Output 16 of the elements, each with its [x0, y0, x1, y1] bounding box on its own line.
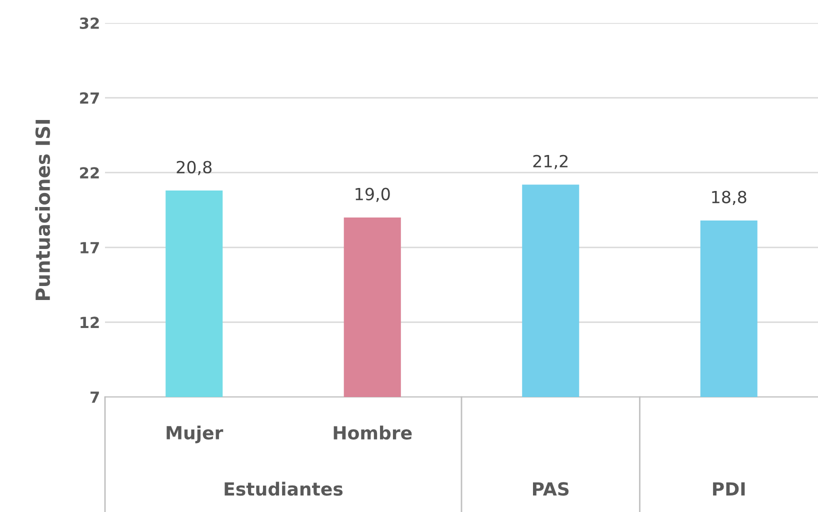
x-tick-label: Hombre	[334, 426, 412, 440]
data-label: 19,0	[356, 188, 390, 202]
y-tick-label: 7	[90, 392, 99, 403]
y-axis-title: Puntuaciones ISI	[35, 120, 50, 300]
x-tick-label: PDI	[713, 482, 745, 496]
x-tick-label: Mujer	[166, 426, 224, 444]
y-tick-label: 17	[80, 242, 99, 254]
y-tick-label: 22	[80, 167, 99, 178]
data-label: 18,8	[712, 190, 746, 206]
text: Estudiantes	[224, 482, 343, 496]
data-label: 20,8	[176, 160, 212, 176]
y-tick-label: 12	[80, 316, 99, 328]
y-tick-label: 32	[80, 17, 99, 30]
data-label: 21,2	[533, 154, 568, 170]
x-tick-label: PAS	[533, 482, 569, 496]
y-tick-label: 27	[80, 92, 99, 104]
